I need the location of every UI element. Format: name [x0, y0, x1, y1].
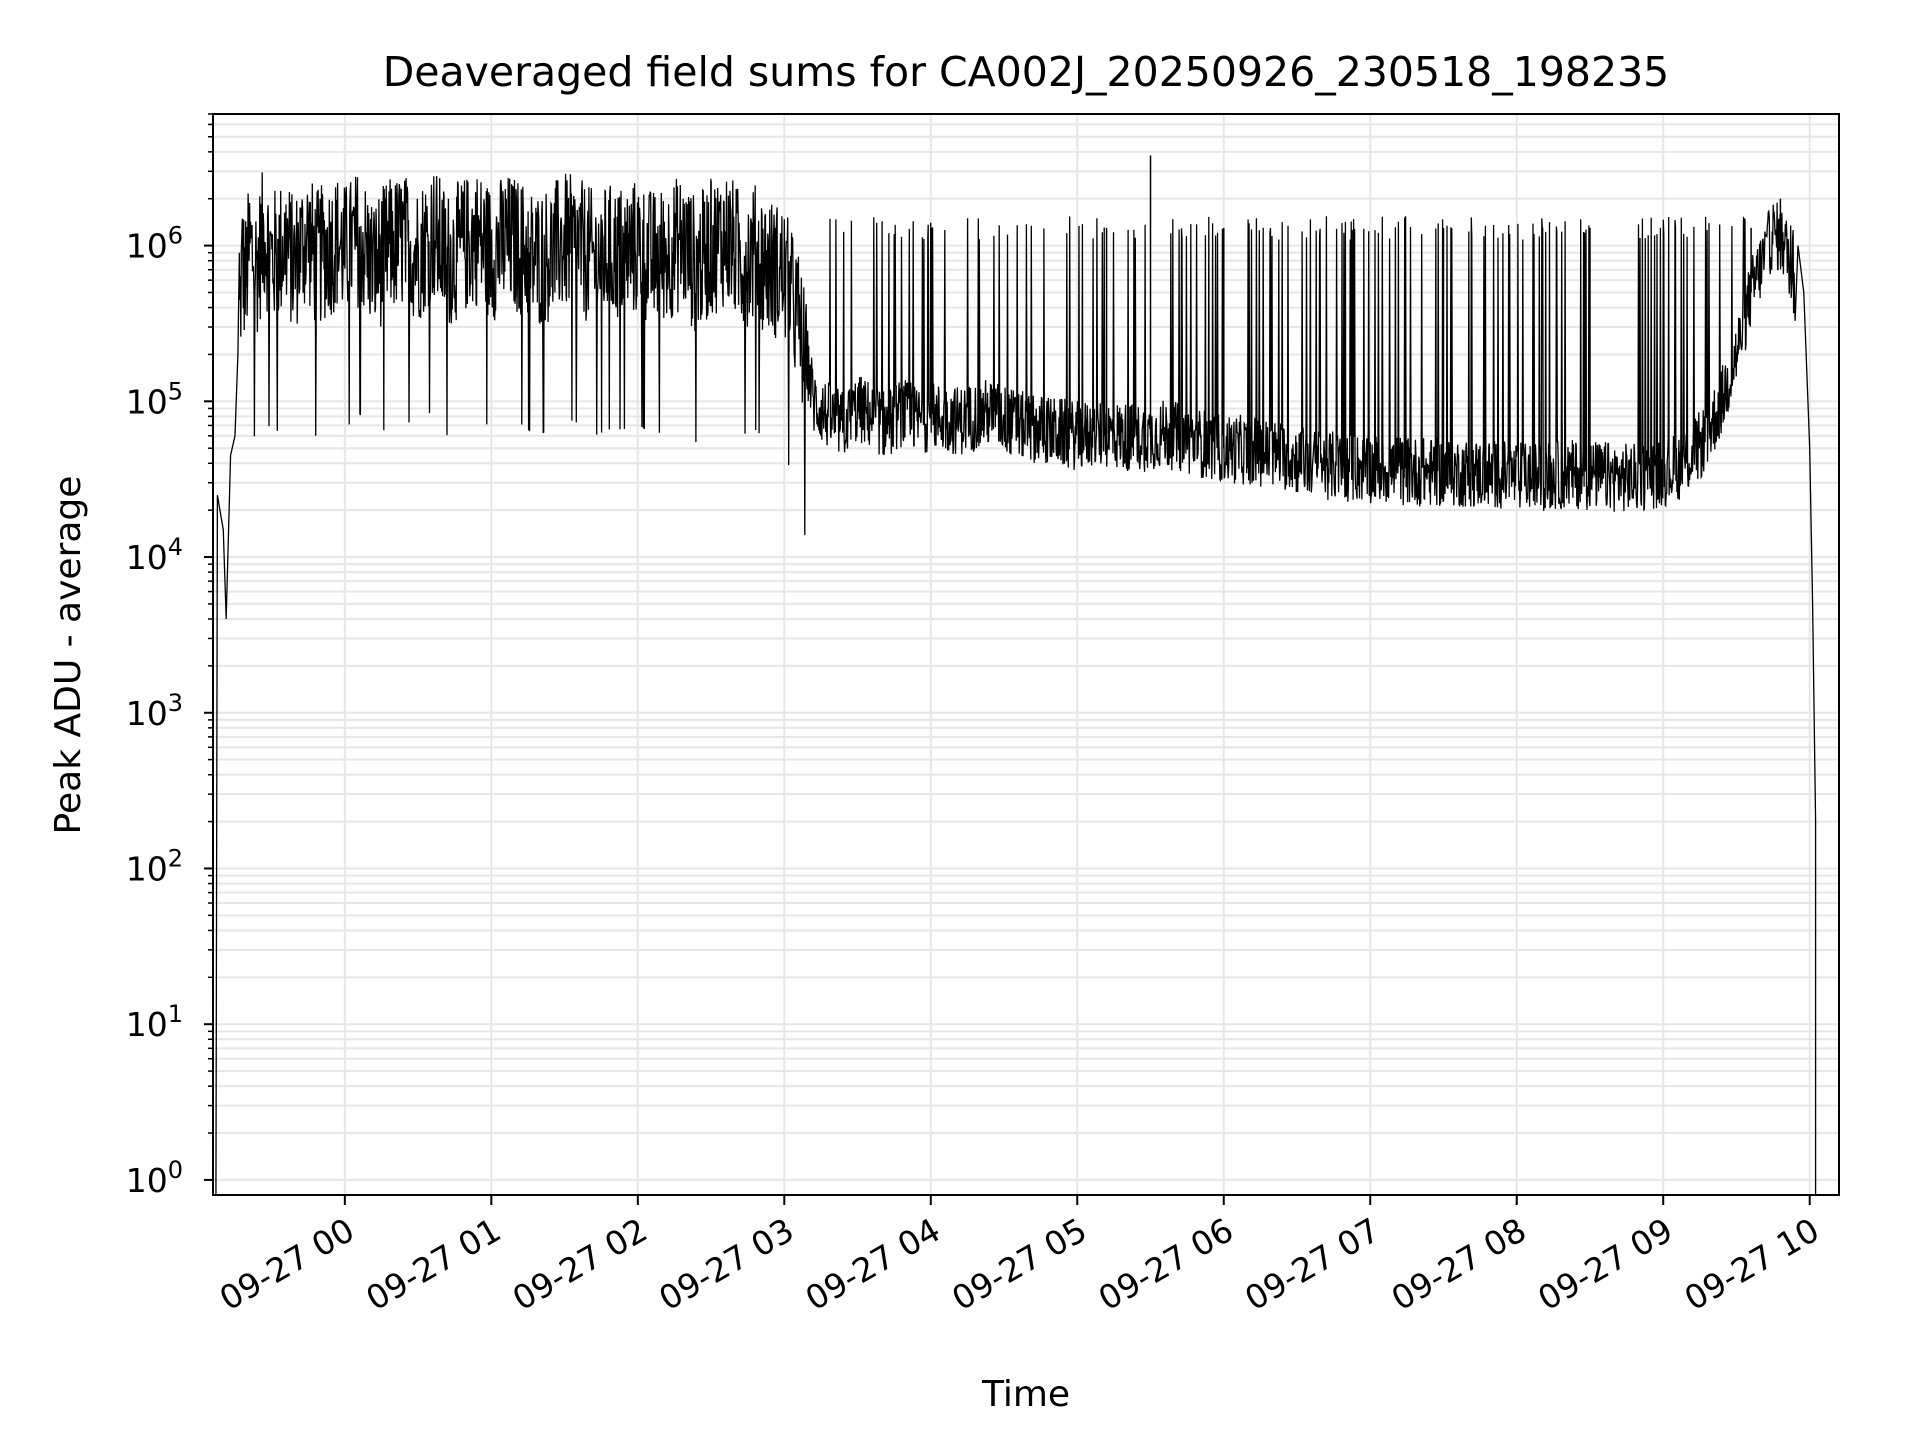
- series-layer: [215, 155, 1817, 1196]
- chart-title: Deaveraged field sums for CA002J_2025092…: [383, 48, 1670, 96]
- series-line: [215, 172, 1817, 1196]
- y-tick-label: 102: [126, 844, 183, 888]
- y-tick-label: 100: [126, 1156, 183, 1200]
- y-axis: 100 101 102 103 104 105 106: [126, 113, 213, 1200]
- x-axis-label: Time: [981, 1374, 1070, 1415]
- y-tick-label: 105: [126, 377, 183, 421]
- y-tick-label: 106: [126, 222, 183, 266]
- y-tick-label: 103: [126, 689, 183, 733]
- plot-area-frame: [212, 113, 1840, 1196]
- y-tick-label: 101: [126, 1000, 183, 1044]
- y-tick-label: 104: [126, 533, 183, 577]
- y-axis-label: Peak ADU - average: [48, 476, 89, 835]
